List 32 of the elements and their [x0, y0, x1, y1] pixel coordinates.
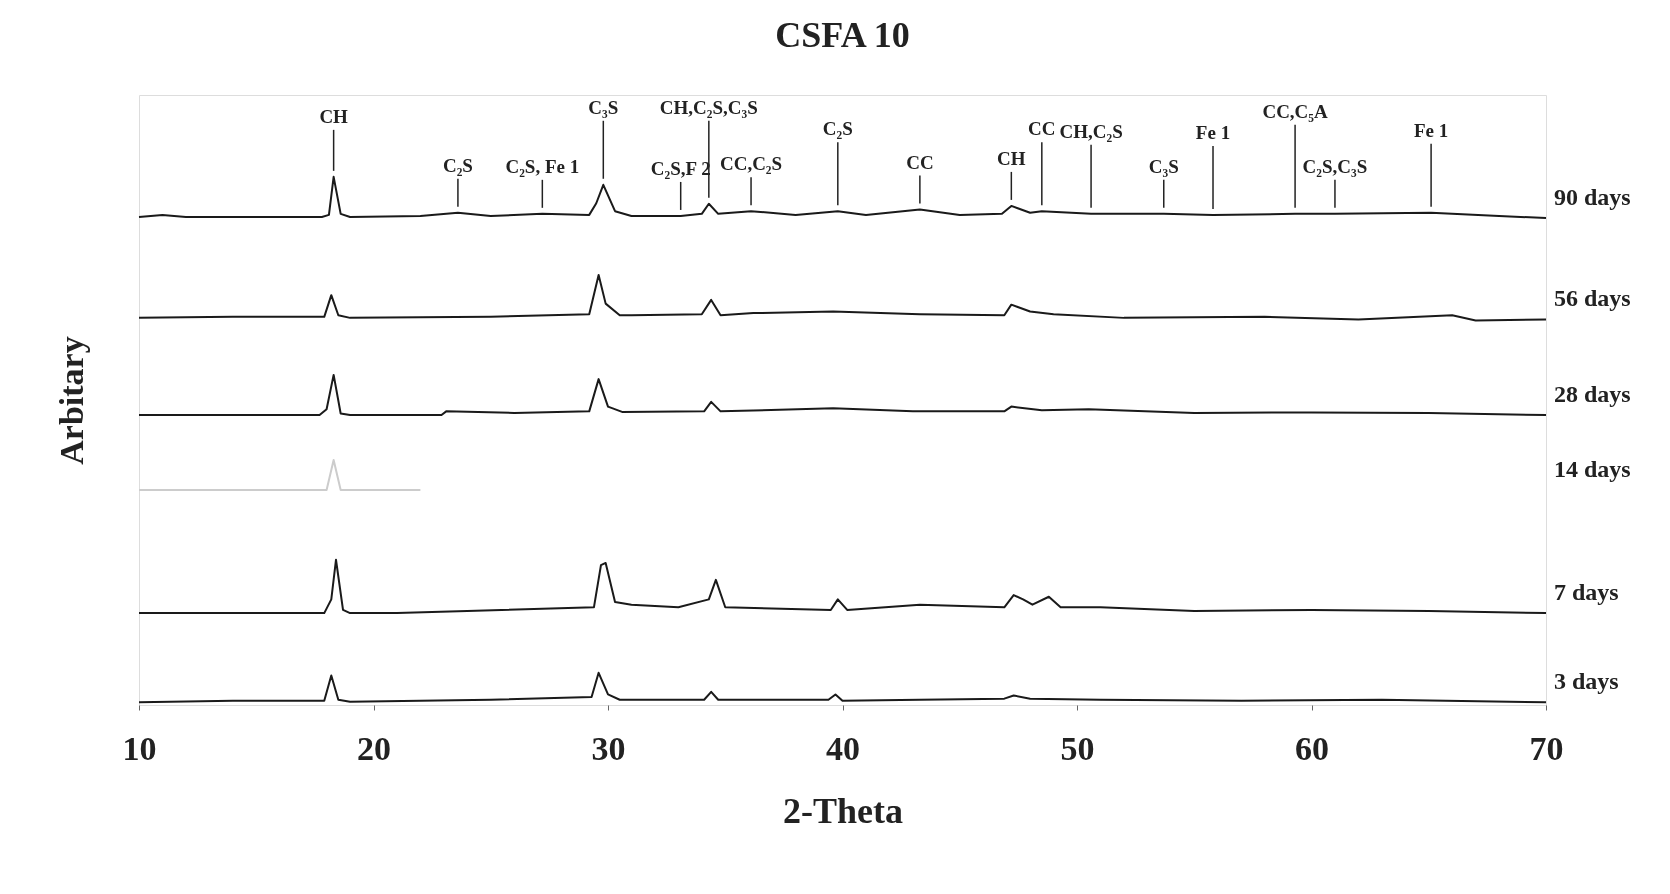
x-tick-label: 10 — [122, 729, 157, 767]
annotation: C₂S, Fe 1 — [505, 155, 580, 177]
x-tick-label: 70 — [1529, 729, 1564, 767]
x-tick-label: 40 — [826, 729, 860, 767]
annotation: CC — [906, 151, 934, 173]
text: 14 days — [1554, 456, 1631, 483]
annotation: C₂S — [822, 118, 853, 140]
annotation: CC,C₅A — [1262, 100, 1329, 122]
annotation: Fe 1 — [1195, 121, 1231, 143]
x-axis-title: 2-Theta — [783, 790, 903, 831]
annotation: CH,C₂S,C₃S — [659, 96, 758, 118]
series-label: 28 days — [1554, 381, 1631, 408]
series-label: 7 days — [1554, 579, 1619, 606]
y-axis-title: Arbitary — [52, 336, 90, 465]
series-label: 90 days — [1554, 184, 1631, 211]
annotation: C₂S — [442, 154, 473, 176]
annotation: C₃S — [588, 96, 619, 118]
annotation: C₂S,C₃S — [1302, 155, 1368, 177]
annotation: CH,C₂S — [1059, 120, 1123, 142]
annotation: Fe 1 — [1413, 119, 1449, 141]
x-tick-label: 60 — [1295, 729, 1329, 767]
series-label: 3 days — [1554, 668, 1619, 695]
x-tick-label: 20 — [357, 729, 391, 767]
annotation: CC — [1028, 118, 1056, 140]
annotation: CH — [997, 147, 1026, 169]
x-tick-label: 50 — [1060, 729, 1095, 767]
annotation: CC,C₂S — [719, 153, 783, 175]
chart-title: CSFA 10 — [775, 15, 910, 55]
series-label: 56 days — [1554, 285, 1631, 312]
x-tick-label: 30 — [591, 729, 626, 767]
annotation: C₃S — [1148, 155, 1179, 177]
annotation: CH — [319, 105, 349, 127]
